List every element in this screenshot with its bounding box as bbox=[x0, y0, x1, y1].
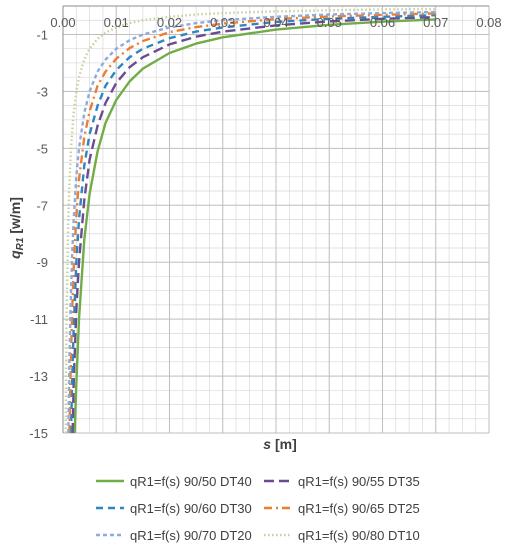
x-tick-label: 0.01 bbox=[104, 15, 129, 30]
x-tick-label: 0.03 bbox=[210, 15, 235, 30]
y-tick-label: -15 bbox=[29, 426, 48, 441]
legend-label: qR1=f(s) 90/50 DT40 bbox=[130, 474, 252, 489]
y-tick-label: -11 bbox=[30, 312, 48, 327]
x-tick-label: 0.07 bbox=[423, 15, 448, 30]
tick-labels: 0.00 0.01 0.02 0.03 0.04 0.05 0.06 0.07 0.08 -1 -3… bbox=[29, 15, 501, 441]
series-line-4 bbox=[68, 12, 436, 434]
x-axis-title: s [m] bbox=[263, 436, 296, 452]
y-axis-var: q bbox=[7, 250, 23, 259]
x-tick-label: 0.00 bbox=[50, 15, 75, 30]
y-tick-label: -1 bbox=[36, 27, 48, 42]
x-axis-unit: [m] bbox=[275, 436, 297, 452]
y-axis-sub: R1 bbox=[15, 237, 26, 250]
y-tick-label: -7 bbox=[36, 198, 48, 213]
series-line-3 bbox=[69, 13, 436, 434]
legend-label: qR1=f(s) 90/55 DT35 bbox=[298, 474, 420, 489]
y-axis-unit: [w/m] bbox=[7, 197, 23, 234]
series-line-5 bbox=[67, 10, 436, 434]
legend: qR1=f(s) 90/50 DT40 qR1=f(s) 90/55 DT35 qR… bbox=[96, 474, 420, 543]
y-tick-label: -13 bbox=[29, 369, 48, 384]
legend-label: qR1=f(s) 90/80 DT10 bbox=[298, 528, 420, 543]
x-tick-label: 0.04 bbox=[263, 15, 288, 30]
series-line-6 bbox=[64, 7, 436, 434]
x-tick-label: 0.05 bbox=[317, 15, 342, 30]
series-line-1 bbox=[73, 18, 436, 434]
x-tick-label: 0.02 bbox=[157, 15, 182, 30]
series-lines bbox=[64, 7, 436, 434]
legend-label: qR1=f(s) 90/65 DT25 bbox=[298, 501, 420, 516]
series-line-2 bbox=[71, 15, 436, 434]
legend-label: qR1=f(s) 90/70 DT20 bbox=[130, 528, 252, 543]
y-axis-title: qR1 [w/m] bbox=[7, 197, 26, 259]
x-axis-var: s bbox=[263, 436, 271, 452]
x-tick-label: 0.06 bbox=[370, 15, 395, 30]
x-tick-label: 0.08 bbox=[476, 15, 501, 30]
y-tick-label: -3 bbox=[36, 84, 48, 99]
y-tick-label: -9 bbox=[36, 255, 48, 270]
y-tick-label: -5 bbox=[36, 141, 48, 156]
legend-label: qR1=f(s) 90/60 DT30 bbox=[130, 501, 252, 516]
